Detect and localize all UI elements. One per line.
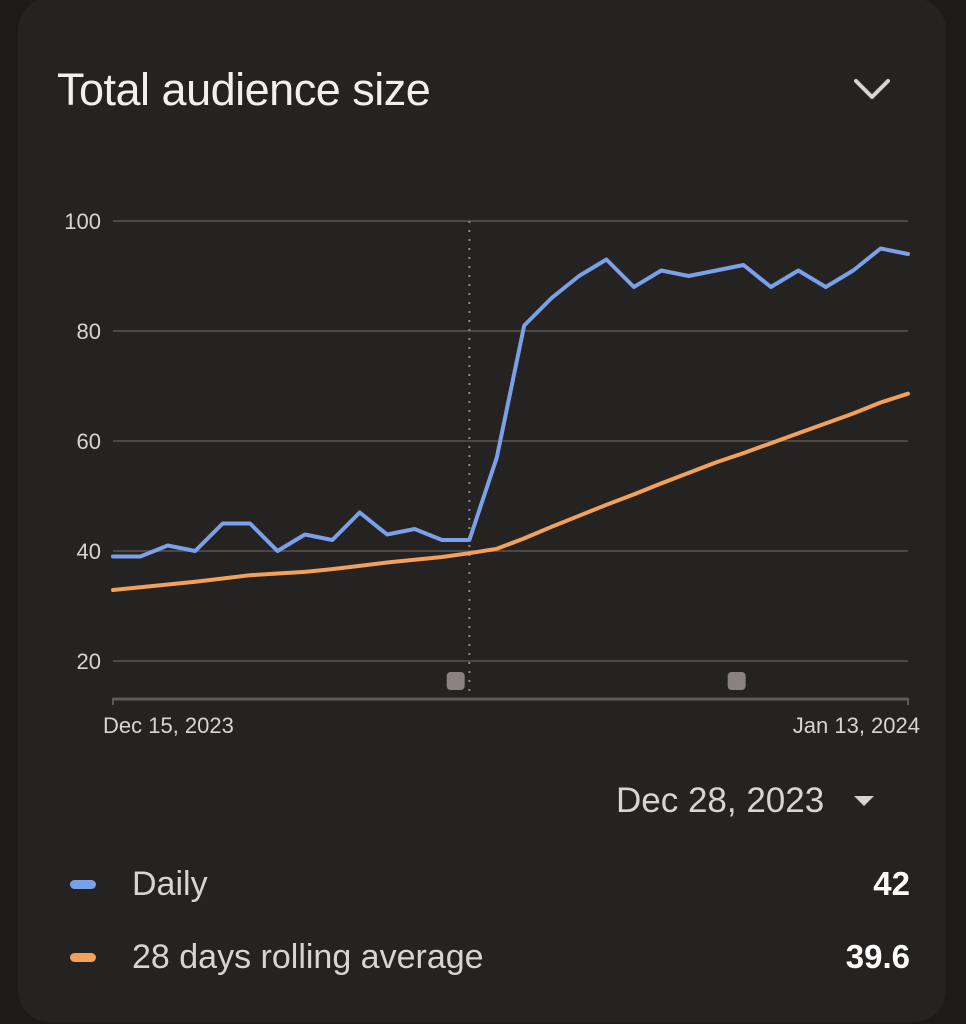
legend-row-daily: Daily 42	[70, 859, 910, 909]
legend-label: Daily	[132, 864, 208, 903]
card-title: Total audience size	[57, 64, 431, 115]
series-lines	[111, 246, 910, 592]
x-axis	[112, 697, 909, 705]
annotation-marker-2	[727, 672, 746, 690]
collapse-button[interactable]	[848, 68, 896, 112]
legend-value: 39.6	[845, 938, 910, 975]
caret-down-icon	[854, 796, 875, 806]
audience-size-card	[18, 0, 946, 1022]
x-tick-label-start: Dec 15, 2023	[103, 713, 234, 738]
y-tick-label-60: 60	[77, 429, 101, 454]
y-tick-label-20: 20	[77, 649, 101, 674]
date-selector[interactable]: Dec 28, 2023	[616, 778, 875, 824]
y-tick-label-100: 100	[64, 209, 101, 234]
audience-line-chart[interactable]: 20 40 60 80 100 Dec 15, 2023 Jan 13, 2024	[0, 0, 966, 760]
legend-swatch-daily	[70, 879, 96, 889]
legend-row-rolling-average: 28 days rolling average 39.6	[70, 932, 910, 982]
selected-date: Dec 28, 2023	[616, 781, 825, 820]
y-tick-label-80: 80	[77, 319, 101, 344]
legend-swatch-rolling-average	[70, 952, 96, 962]
annotation-markers	[446, 672, 746, 690]
chevron-down-icon	[854, 79, 890, 99]
x-tick-label-end: Jan 13, 2024	[793, 713, 920, 738]
legend-value: 42	[873, 865, 910, 902]
series-line-daily	[111, 246, 910, 559]
series-line-28-days-rolling-average	[111, 391, 910, 592]
y-tick-label-40: 40	[77, 539, 101, 564]
y-axis-ticks: 20 40 60 80 100	[64, 209, 101, 674]
grid-lines	[113, 220, 908, 662]
legend-label: 28 days rolling average	[132, 937, 484, 976]
annotation-marker-1	[446, 672, 465, 690]
